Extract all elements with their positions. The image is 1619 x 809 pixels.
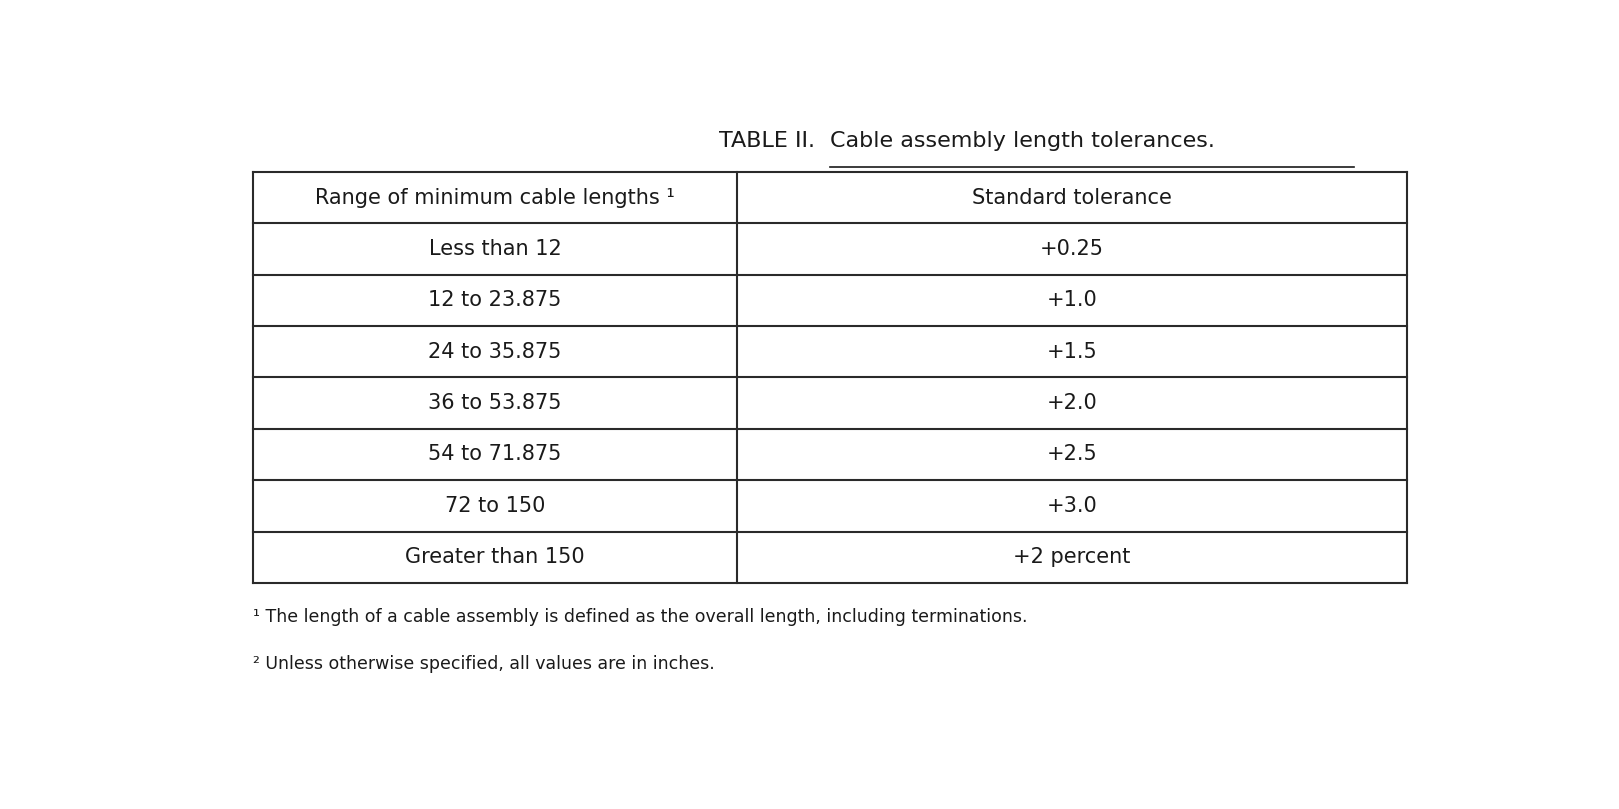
Text: +1.5: +1.5: [1047, 341, 1098, 362]
Text: Range of minimum cable lengths ¹: Range of minimum cable lengths ¹: [316, 188, 675, 208]
Text: +0.25: +0.25: [1039, 239, 1104, 259]
Text: 24 to 35.875: 24 to 35.875: [429, 341, 562, 362]
Text: ¹ The length of a cable assembly is defined as the overall length, including ter: ¹ The length of a cable assembly is defi…: [253, 608, 1026, 626]
Text: ² Unless otherwise specified, all values are in inches.: ² Unless otherwise specified, all values…: [253, 654, 714, 672]
Text: Standard tolerance: Standard tolerance: [973, 188, 1172, 208]
Text: 12 to 23.875: 12 to 23.875: [429, 290, 562, 311]
Text: 72 to 150: 72 to 150: [445, 496, 546, 516]
Text: Less than 12: Less than 12: [429, 239, 562, 259]
Text: +1.0: +1.0: [1047, 290, 1098, 311]
Text: +2.5: +2.5: [1047, 444, 1098, 464]
Text: Cable assembly length tolerances.: Cable assembly length tolerances.: [829, 131, 1214, 151]
Text: +3.0: +3.0: [1047, 496, 1098, 516]
Text: 36 to 53.875: 36 to 53.875: [429, 393, 562, 413]
Text: +2 percent: +2 percent: [1013, 547, 1130, 567]
Text: +2.0: +2.0: [1047, 393, 1098, 413]
Text: 54 to 71.875: 54 to 71.875: [429, 444, 562, 464]
Text: TABLE II.: TABLE II.: [719, 131, 829, 151]
Text: Greater than 150: Greater than 150: [405, 547, 584, 567]
